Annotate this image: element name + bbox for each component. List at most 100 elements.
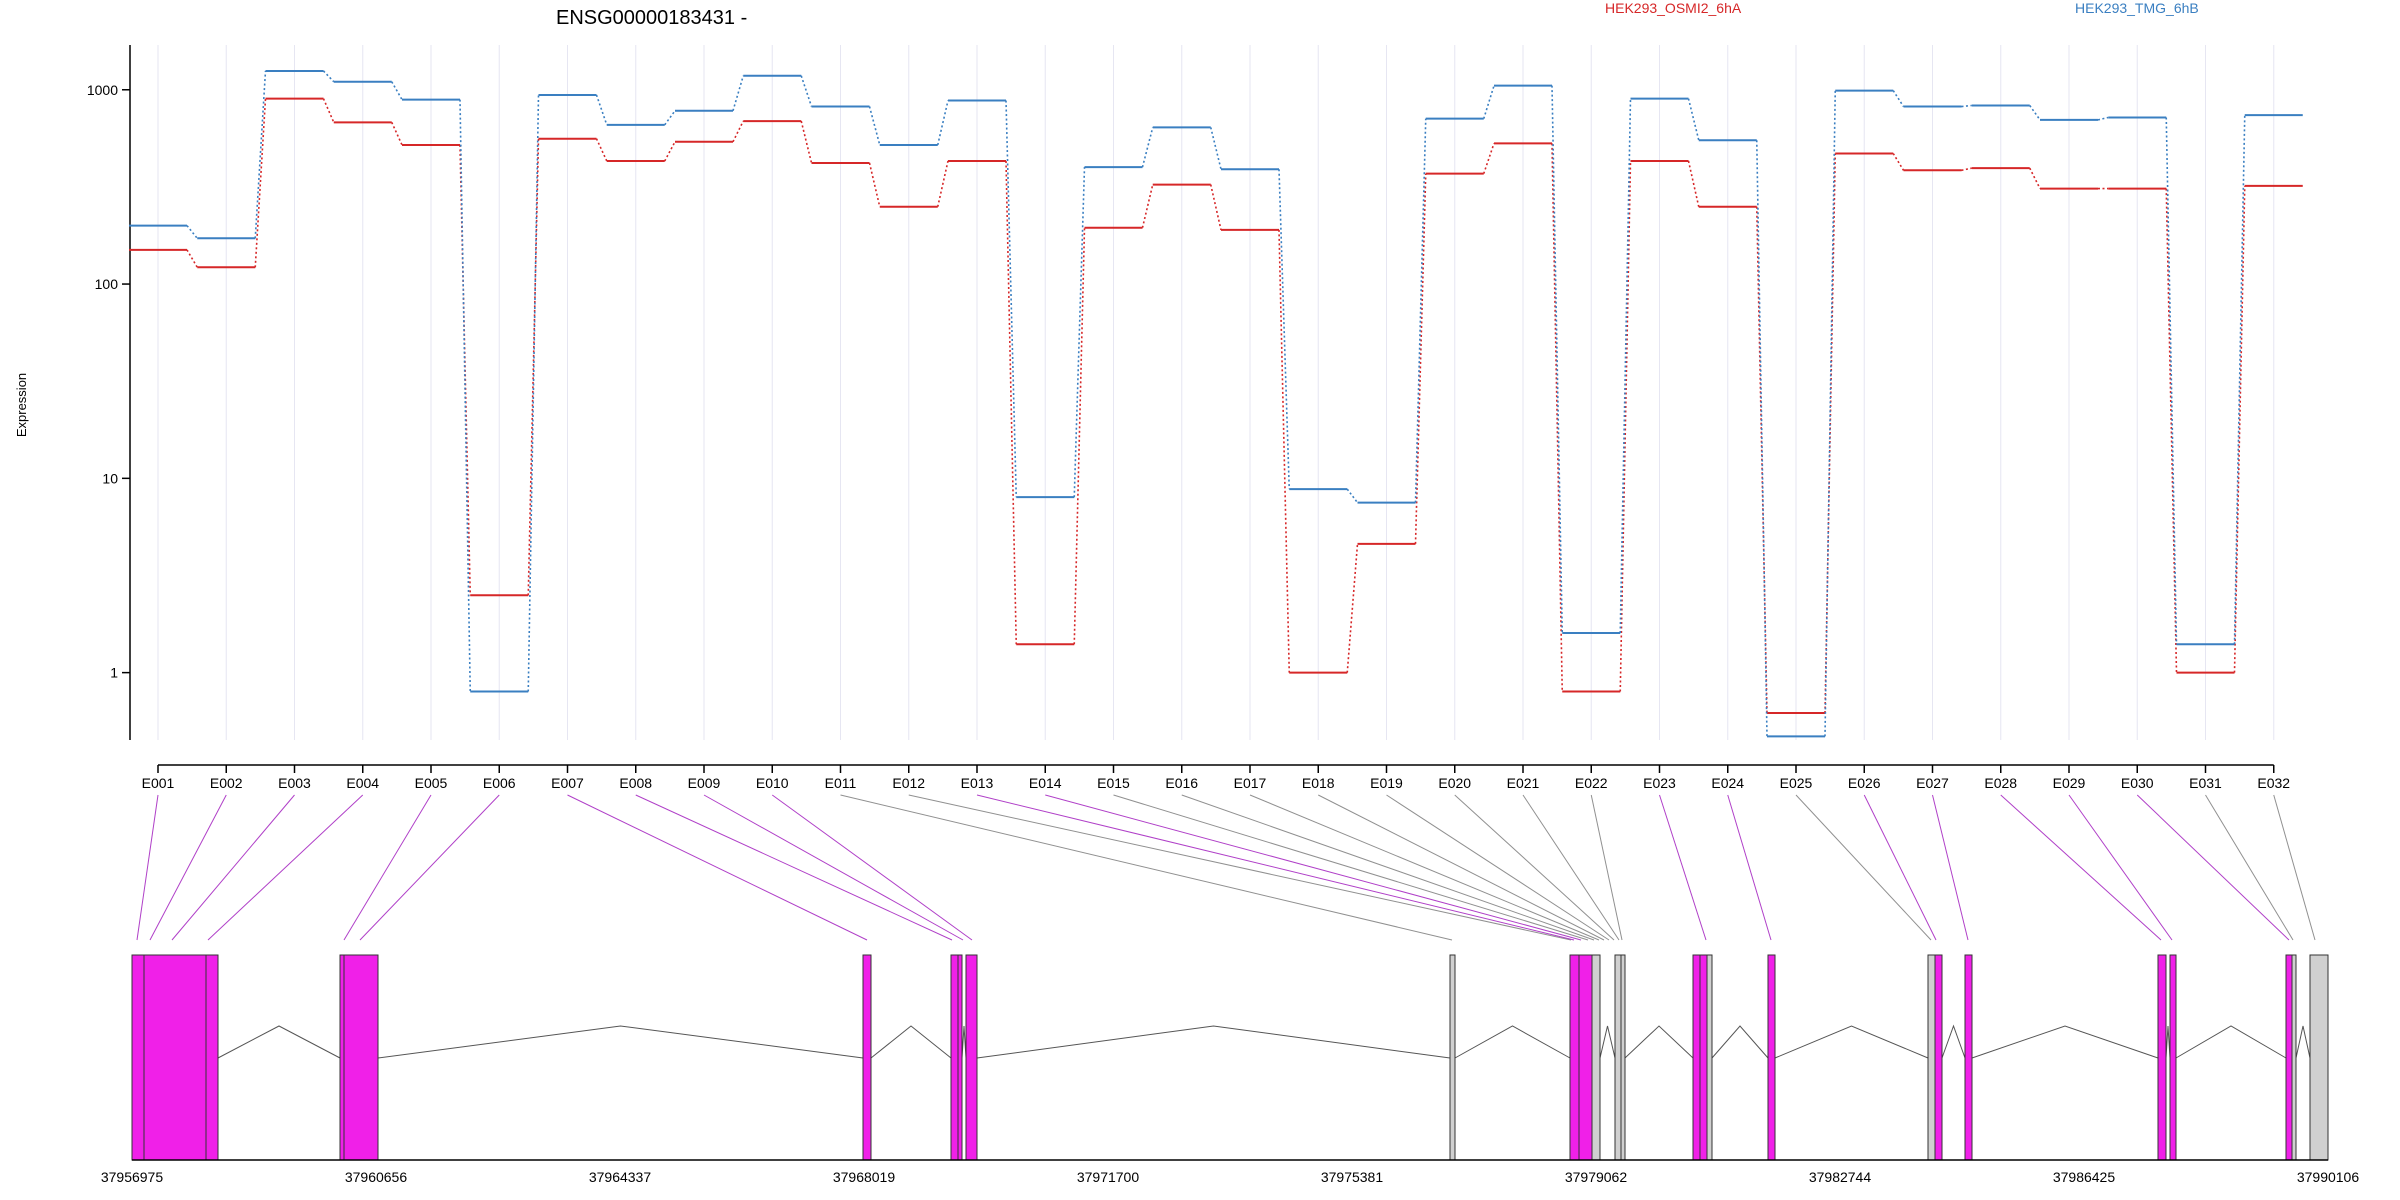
series-connector [391, 81, 403, 101]
exon-connector [2000, 794, 2162, 941]
x-tick-label: E002 [210, 775, 243, 791]
exon-connector [1454, 794, 1615, 941]
intron-line [976, 1025, 1451, 1059]
coord-label: 37960656 [345, 1169, 408, 1185]
x-tick-label: E025 [1780, 775, 1813, 791]
exon-connector [771, 794, 973, 941]
exon-box [1767, 954, 1776, 1161]
series-connector [186, 249, 198, 268]
exon-box [1964, 954, 1973, 1161]
series-connector [2097, 116, 2109, 121]
intron-line [2295, 1025, 2311, 1059]
exon-connector [1318, 794, 1605, 941]
intron-line [217, 1025, 341, 1059]
exon-connector [1249, 794, 1600, 941]
x-tick-label: E011 [825, 775, 857, 791]
exon-connector [2205, 794, 2294, 941]
series-connector [1005, 160, 1018, 645]
exon-connector [1932, 794, 1969, 941]
series-connector [1346, 543, 1359, 673]
series-connector [1687, 98, 1700, 141]
intron-line [1454, 1025, 1571, 1059]
series-connector [595, 138, 608, 162]
series-connector [1551, 85, 1564, 633]
series-connector [254, 70, 267, 239]
x-tick-label: E019 [1370, 775, 1403, 791]
series-connector [1482, 143, 1495, 174]
exon-connector [1522, 794, 1620, 941]
coord-label: 37986425 [2053, 1169, 2116, 1185]
exon-connector [207, 794, 364, 941]
series-connector [936, 160, 949, 207]
exon-connector [2068, 794, 2173, 941]
x-tick-label: E008 [619, 775, 652, 791]
coord-label: 37968019 [833, 1169, 896, 1185]
y-tick-label: 1 [110, 665, 118, 681]
intron-line [870, 1025, 952, 1059]
series-connector [2029, 105, 2041, 121]
series-connector [732, 120, 744, 143]
y-axis-label: Expression [14, 373, 29, 437]
exon-connector [343, 794, 432, 941]
x-tick-label: E015 [1097, 775, 1130, 791]
exon-box [2309, 954, 2329, 1161]
exon-box [1449, 954, 1456, 1161]
exon-connector [1863, 794, 1937, 941]
coord-label: 37971700 [1077, 1169, 1140, 1185]
gene-model: 37956975 37960656 37964337 37968019 37971700… [101, 794, 2360, 1185]
intron-line [1971, 1025, 2159, 1059]
exon-connector [1181, 794, 1595, 941]
series-connector [1961, 167, 1972, 172]
series-connector [1209, 127, 1222, 170]
x-tick-label: E016 [1165, 775, 1198, 791]
x-tick-label: E028 [1984, 775, 2017, 791]
series-connector [595, 94, 608, 126]
series-connector [1346, 488, 1359, 504]
legend-tmg: HEK293_TMG_6hB [2075, 0, 2199, 16]
series-connector [1005, 100, 1018, 498]
series-connector [186, 225, 198, 239]
x-tick-label: E026 [1848, 775, 1881, 791]
intron-line [2175, 1025, 2287, 1059]
series-connector [800, 120, 813, 164]
chart-title: ENSG00000183431 - [556, 7, 747, 29]
series-connector [2233, 185, 2246, 673]
intron-line [1624, 1025, 1694, 1059]
exon-connector [171, 794, 295, 941]
series-connector [1278, 229, 1291, 673]
series-connector [1073, 227, 1086, 645]
exon-connector [1659, 794, 1707, 941]
exon-box [862, 954, 872, 1161]
x-tick-label: E029 [2053, 775, 2086, 791]
series-connector [936, 100, 949, 146]
exon-connector [2136, 794, 2290, 941]
series-connector [1414, 118, 1427, 503]
x-tick-label: E018 [1302, 775, 1335, 791]
exon-box [1591, 954, 1601, 1161]
exon-connector [1590, 794, 1623, 941]
series-connector [1619, 160, 1632, 692]
exon-connector [1386, 794, 1610, 941]
x-tick-label: E024 [1711, 775, 1744, 791]
x-tick-label: E022 [1575, 775, 1608, 791]
x-tick-label: E030 [2121, 775, 2154, 791]
series-HEK293_OSMI2_6hA [129, 97, 2303, 714]
series-connector [868, 162, 881, 207]
exon-connector [635, 794, 953, 941]
exon-box [339, 954, 379, 1161]
x-tick-label: E009 [688, 775, 721, 791]
y-tick-label: 10 [102, 470, 118, 486]
intron-line [2165, 1025, 2171, 1059]
series-connector [1892, 153, 1905, 171]
series-HEK293_TMG_6hB [129, 69, 2303, 738]
exon-box [950, 954, 963, 1161]
coord-label: 37982744 [1809, 1169, 1872, 1185]
series-connector [1414, 173, 1427, 544]
coord-label: 37990106 [2297, 1169, 2360, 1185]
exon-box [1934, 954, 1943, 1161]
series-connector [1551, 143, 1564, 692]
coord-label: 37964337 [589, 1169, 652, 1185]
x-tick-label: E014 [1029, 775, 1062, 791]
exon-connector [2273, 794, 2316, 941]
exon-connector [567, 794, 868, 941]
